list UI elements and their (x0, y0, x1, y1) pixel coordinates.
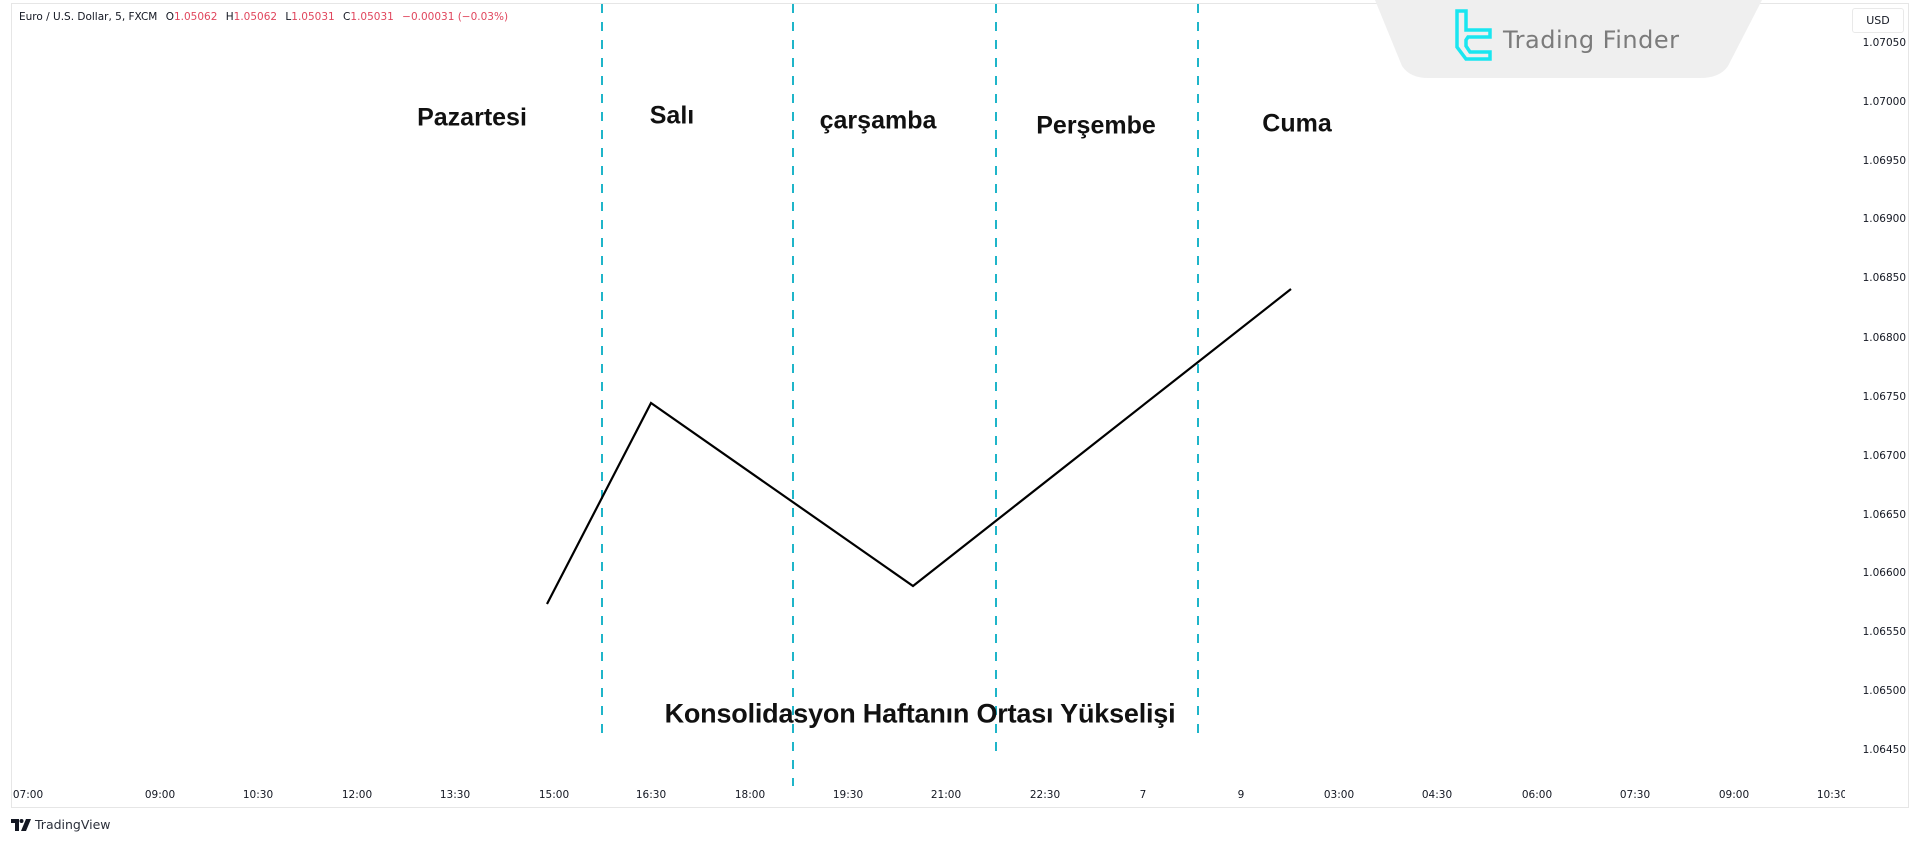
day-label-wednesday: çarşamba (819, 106, 937, 135)
day-label-monday: Pazartesi (417, 103, 527, 132)
chart-pane[interactable] (11, 3, 1909, 808)
time-label: 7 (1139, 789, 1147, 801)
price-path-line[interactable] (546, 288, 1292, 605)
symbol-name: Euro / U.S. Dollar, 5, FXCM (19, 11, 158, 23)
price-label: 1.07000 (1862, 96, 1906, 108)
close-label: C (343, 11, 351, 23)
time-label: 10:30 (1816, 789, 1845, 801)
currency-button[interactable]: USD (1852, 8, 1904, 33)
time-label: 12:00 (341, 789, 373, 801)
price-label: 1.06800 (1862, 332, 1906, 344)
open-value: 1.05062 (173, 11, 218, 23)
price-label: 1.06600 (1862, 567, 1906, 579)
time-label: 15:00 (538, 789, 570, 801)
high-value: 1.05062 (233, 11, 278, 23)
tradingview-brand: TradingView (35, 817, 111, 832)
time-label: 19:30 (832, 789, 864, 801)
price-label: 1.06900 (1862, 213, 1906, 225)
low-label: L (285, 11, 292, 23)
time-label: 07:00 (12, 789, 44, 801)
price-label: 1.06850 (1862, 272, 1906, 284)
trading-finder-logo-icon (1455, 9, 1492, 61)
time-label: 9 (1237, 789, 1245, 801)
price-label: 1.06950 (1862, 155, 1906, 167)
time-label: 07:30 (1619, 789, 1651, 801)
open-label: O (165, 11, 174, 23)
price-label: 1.06500 (1862, 685, 1906, 697)
day-label-thursday: Perşembe (1036, 111, 1156, 140)
tradingview-logo[interactable]: TradingView (11, 817, 111, 832)
price-label: 1.07050 (1862, 37, 1906, 49)
time-label: 16:30 (635, 789, 667, 801)
day-label-tuesday: Salı (649, 101, 695, 130)
price-label: 1.06550 (1862, 626, 1906, 638)
price-label: 1.06700 (1862, 450, 1906, 462)
tradingview-logo-icon (11, 818, 31, 831)
day-label-friday: Cuma (1262, 109, 1332, 138)
change-value: −0.00031 (−0.03%) (402, 11, 509, 23)
low-value: 1.05031 (291, 11, 335, 23)
trading-finder-brand: Trading Finder (1503, 26, 1680, 54)
time-label: 21:00 (930, 789, 962, 801)
time-label: 09:00 (1718, 789, 1750, 801)
time-scale[interactable]: 07:00 09:00 10:30 12:00 13:30 15:00 16:3… (11, 780, 1845, 806)
time-label: 09:00 (144, 789, 176, 801)
chart-caption: Konsolidasyon Haftanın Ortası Yükselişi (664, 698, 1176, 729)
time-label: 13:30 (439, 789, 471, 801)
time-label: 06:00 (1521, 789, 1553, 801)
time-label: 04:30 (1421, 789, 1453, 801)
time-label: 18:00 (734, 789, 766, 801)
time-label: 03:00 (1323, 789, 1355, 801)
price-label: 1.06750 (1862, 391, 1906, 403)
time-label: 22:30 (1029, 789, 1061, 801)
symbol-legend[interactable]: Euro / U.S. Dollar, 5, FXCM O1.05062 H1.… (19, 11, 508, 23)
close-value: 1.05031 (350, 11, 394, 23)
price-label: 1.06450 (1862, 744, 1906, 756)
high-label: H (225, 11, 234, 23)
time-label: 10:30 (242, 789, 274, 801)
price-label: 1.06650 (1862, 509, 1906, 521)
